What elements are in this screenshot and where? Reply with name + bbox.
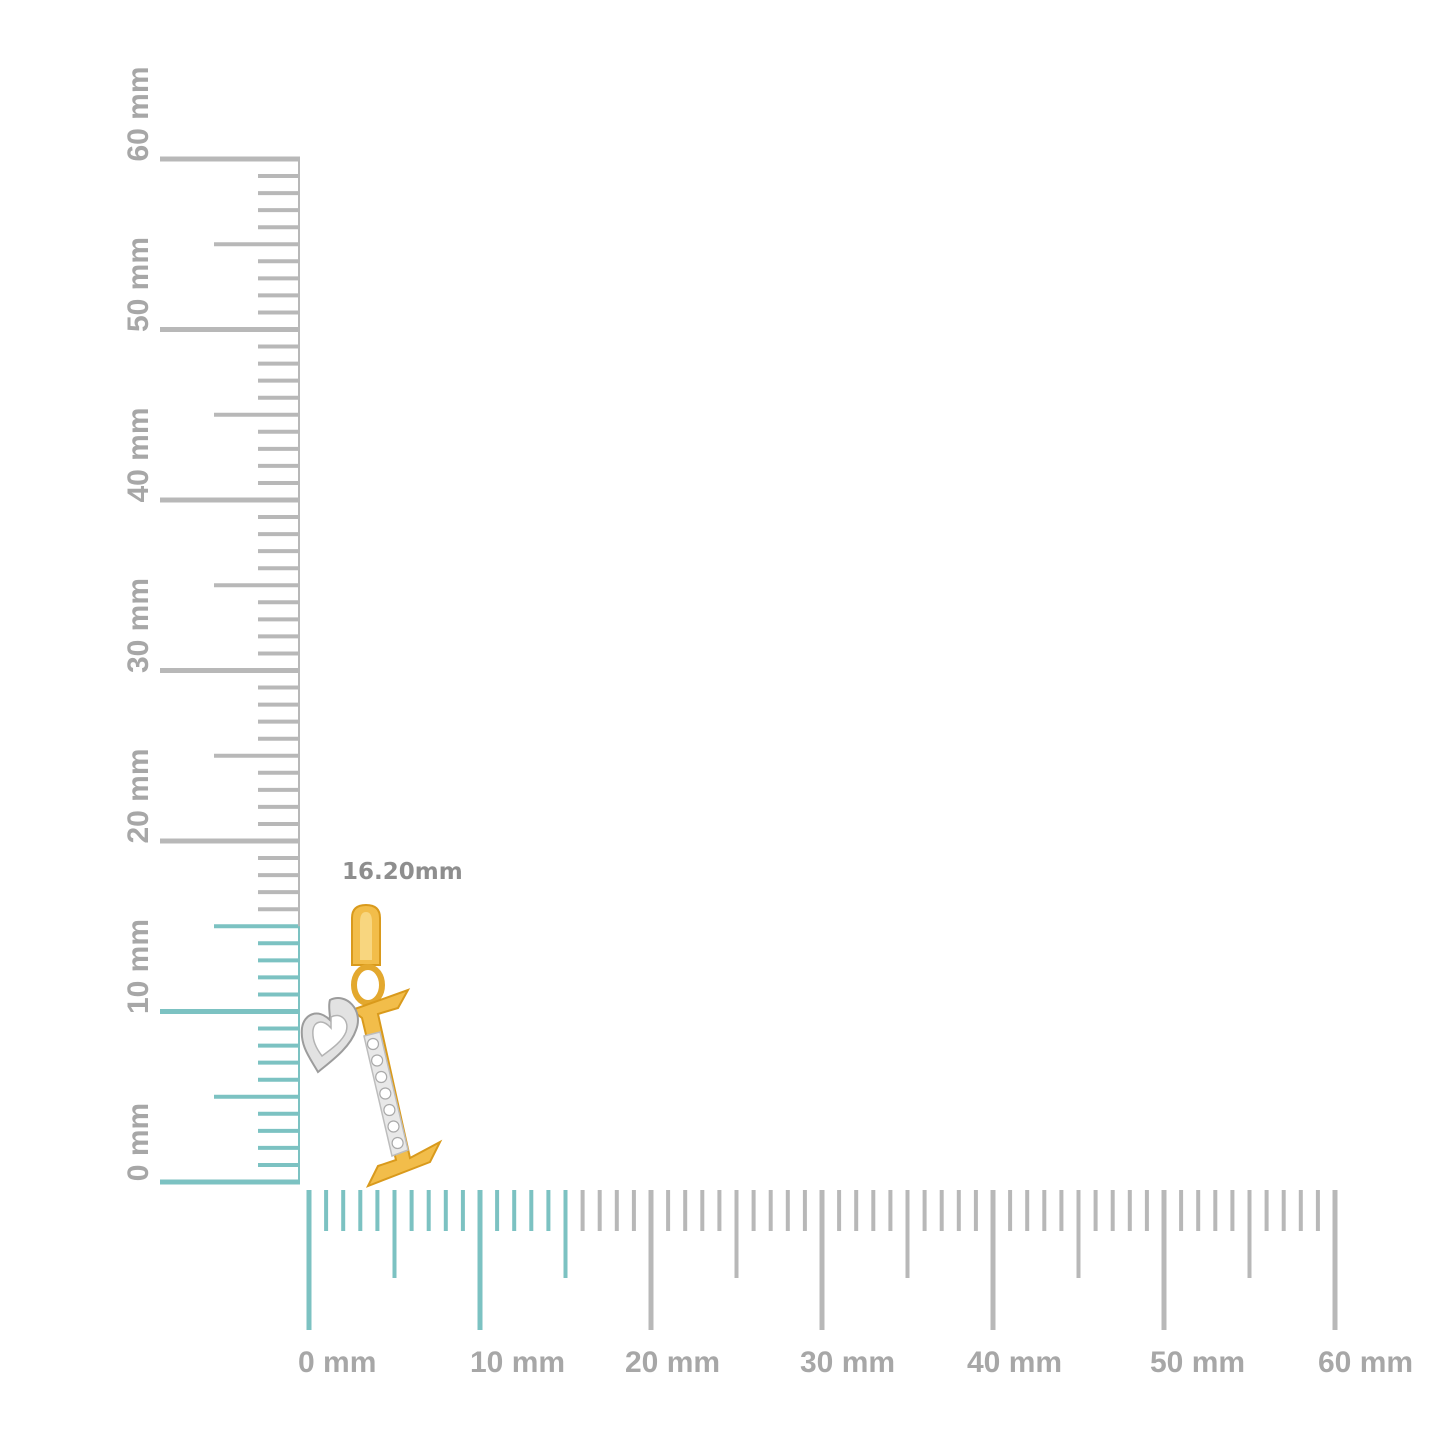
letter-i-icon	[349, 988, 443, 1188]
horizontal-ruler	[306, 1190, 1338, 1330]
x-tick-label: 50 mm	[1150, 1346, 1245, 1379]
diamond-stone-icon	[391, 1136, 404, 1150]
diamond-stone-icon	[366, 1037, 380, 1051]
diamond-stone-icon	[387, 1120, 400, 1133]
y-tick-label: 40 mm	[122, 407, 155, 502]
vertical-ruler	[160, 156, 300, 1185]
vertical-ruler-labels: 0 mm 10 mm 20 mm 30 mm 40 mm 50 mm 60 mm	[122, 66, 155, 1181]
pendant-image	[300, 903, 443, 1188]
diamond-stone-icon	[379, 1087, 392, 1100]
jump-ring-icon	[351, 964, 385, 1006]
horizontal-ruler-labels: 0 mm 10 mm 20 mm 30 mm 40 mm 50 mm 60 mm	[298, 1346, 1413, 1379]
y-tick-label: 20 mm	[122, 748, 155, 843]
y-tick-label: 60 mm	[122, 66, 155, 161]
y-tick-label: 30 mm	[122, 578, 155, 673]
diamond-stone-icon	[375, 1070, 388, 1084]
diamond-stones	[366, 1037, 404, 1150]
x-tick-label: 20 mm	[625, 1346, 720, 1379]
y-tick-label: 10 mm	[122, 919, 155, 1014]
x-tick-label: 30 mm	[800, 1346, 895, 1379]
x-tick-label: 0 mm	[298, 1346, 376, 1379]
y-tick-label: 0 mm	[122, 1103, 155, 1181]
x-tick-label: 60 mm	[1318, 1346, 1413, 1379]
diamond-stone-icon	[371, 1054, 384, 1067]
x-tick-label: 10 mm	[470, 1346, 565, 1379]
diamond-stone-icon	[383, 1103, 396, 1117]
y-tick-label: 50 mm	[122, 237, 155, 332]
x-tick-label: 40 mm	[967, 1346, 1062, 1379]
measurement-label: 16.20mm	[342, 859, 463, 885]
